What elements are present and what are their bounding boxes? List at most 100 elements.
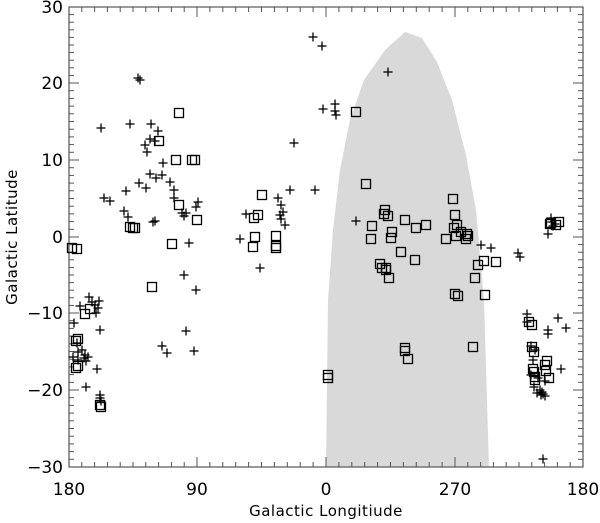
plus-marker	[158, 158, 168, 168]
y-tick-label: 0	[52, 228, 63, 248]
plus-marker	[84, 292, 94, 302]
square-marker	[72, 360, 84, 372]
square-marker	[528, 346, 540, 358]
square-marker	[173, 199, 185, 211]
x-tick-label: 270	[439, 480, 471, 500]
plus-marker	[351, 216, 361, 226]
plus-marker	[148, 217, 158, 227]
square-marker	[383, 272, 395, 284]
square-marker	[409, 254, 421, 266]
plus-marker	[317, 41, 327, 51]
plus-marker	[543, 325, 553, 335]
square-marker	[379, 204, 391, 216]
plus-marker	[308, 32, 318, 42]
plus-marker	[123, 212, 133, 222]
plus-marker	[105, 196, 115, 206]
plus-marker	[96, 123, 106, 133]
square-marker	[249, 231, 261, 243]
plus-marker	[383, 67, 393, 77]
square-marker	[166, 238, 178, 250]
plus-marker	[73, 347, 83, 357]
square-marker	[72, 333, 84, 345]
y-tick-label: 10	[41, 151, 63, 171]
plus-marker	[145, 169, 155, 179]
x-tick-label: 180	[53, 480, 85, 500]
square-marker	[94, 399, 106, 411]
plus-marker	[169, 185, 179, 195]
square-marker	[173, 107, 185, 119]
plus-marker	[99, 193, 109, 203]
square-marker	[399, 345, 411, 357]
square-marker	[365, 233, 377, 245]
shaded-polygon	[326, 32, 489, 467]
y-tick-label: 30	[41, 0, 63, 18]
plus-marker	[538, 389, 548, 399]
square-marker	[479, 289, 491, 301]
plus-marker	[142, 147, 152, 157]
square-marker	[539, 359, 551, 371]
square-marker	[256, 189, 268, 201]
plus-marker	[476, 240, 486, 250]
plus-marker	[95, 325, 105, 335]
square-marker	[490, 256, 502, 268]
square-markers	[66, 106, 565, 413]
square-marker	[350, 106, 362, 118]
square-marker	[410, 222, 422, 234]
square-marker	[523, 316, 535, 328]
square-marker	[186, 154, 198, 166]
plus-marker	[553, 313, 563, 323]
square-marker	[399, 214, 411, 226]
plus-marker	[285, 185, 295, 195]
x-tick-label: 180	[567, 480, 599, 500]
plus-marker	[121, 186, 131, 196]
x-axis-title: Galactic Longitiude	[249, 502, 403, 520]
plus-marker	[486, 243, 496, 253]
plus-marker	[191, 202, 201, 212]
plus-marker	[125, 119, 135, 129]
square-marker	[146, 281, 158, 293]
square-marker	[420, 219, 432, 231]
square-marker	[322, 372, 334, 384]
square-marker	[191, 214, 203, 226]
square-marker	[447, 193, 459, 205]
plus-marker	[141, 183, 151, 193]
plus-marker	[184, 238, 194, 248]
square-marker	[66, 242, 78, 254]
square-marker	[529, 374, 541, 386]
square-marker	[460, 233, 472, 245]
square-marker	[153, 135, 165, 147]
square-marker	[478, 255, 490, 267]
square-marker	[527, 363, 539, 375]
plus-marker	[273, 193, 283, 203]
plus-marker	[145, 134, 155, 144]
plus-marker	[157, 170, 167, 180]
plus-marker	[193, 197, 203, 207]
plus-marker	[68, 352, 78, 362]
y-axis-title: Galactic Latitude	[3, 169, 21, 305]
plus-marker	[235, 234, 245, 244]
square-marker	[70, 362, 82, 374]
plus-marker	[133, 73, 143, 83]
x-tick-label: 90	[186, 480, 208, 500]
square-marker	[252, 209, 264, 221]
square-marker	[247, 241, 259, 253]
square-marker	[129, 222, 141, 234]
square-marker	[440, 233, 452, 245]
plus-marker	[538, 454, 548, 464]
plus-marker	[140, 140, 150, 150]
plus-marker	[540, 391, 550, 401]
plus-marker	[134, 178, 144, 188]
square-marker	[469, 272, 481, 284]
square-marker	[95, 401, 107, 413]
shaded-region	[326, 32, 489, 467]
square-marker	[270, 230, 282, 242]
plus-marker	[310, 185, 320, 195]
plus-marker	[276, 200, 286, 210]
square-marker	[386, 226, 398, 238]
plus-marker	[81, 382, 91, 392]
plus-marker	[179, 270, 189, 280]
plus-marker	[157, 341, 167, 351]
plot-frame	[68, 6, 584, 468]
plus-marker	[77, 345, 87, 355]
square-marker	[395, 246, 407, 258]
